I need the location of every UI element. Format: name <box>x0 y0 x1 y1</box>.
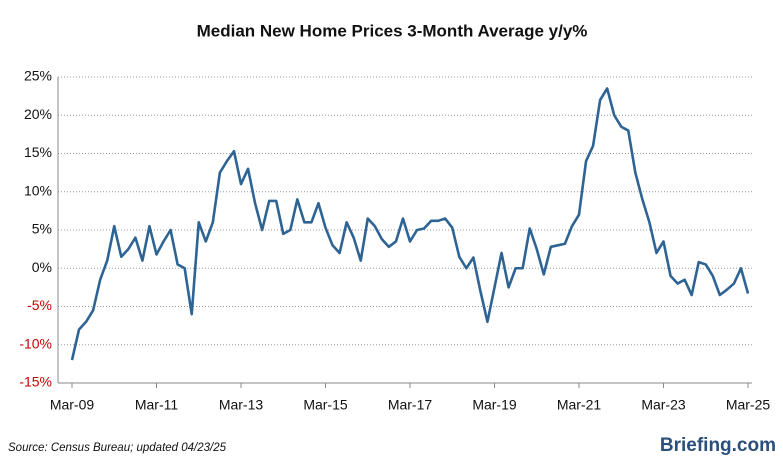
source-note: Source: Census Bureau; updated 04/23/25 <box>8 442 227 454</box>
data-line <box>70 87 750 361</box>
brand-logo: Briefing.com <box>660 435 776 456</box>
chart-title: Median New Home Prices 3-Month Average y… <box>197 21 588 40</box>
y-tick-label: 0% <box>32 259 52 275</box>
y-tick-label: -15% <box>19 374 52 390</box>
y-tick-label: 25% <box>24 68 52 84</box>
x-tick-label: Mar-13 <box>219 397 264 413</box>
y-tick-label: -5% <box>27 297 52 313</box>
y-tick-label: 10% <box>24 182 52 198</box>
x-tick-label: Mar-17 <box>388 397 433 413</box>
x-tick-label: Mar-21 <box>557 397 602 413</box>
y-tick-label: -10% <box>19 335 52 351</box>
x-tick-label: Mar-19 <box>472 397 517 413</box>
x-tick-label: Mar-09 <box>50 397 95 413</box>
y-tick-label: 15% <box>24 144 52 160</box>
y-tick-label: 5% <box>32 221 52 237</box>
x-tick-label: Mar-15 <box>303 397 348 413</box>
x-tick-label: Mar-11 <box>135 397 179 413</box>
x-tick-label: Mar-25 <box>726 397 771 413</box>
y-tick-label: 20% <box>24 106 52 122</box>
x-tick-label: Mar-23 <box>641 397 686 413</box>
